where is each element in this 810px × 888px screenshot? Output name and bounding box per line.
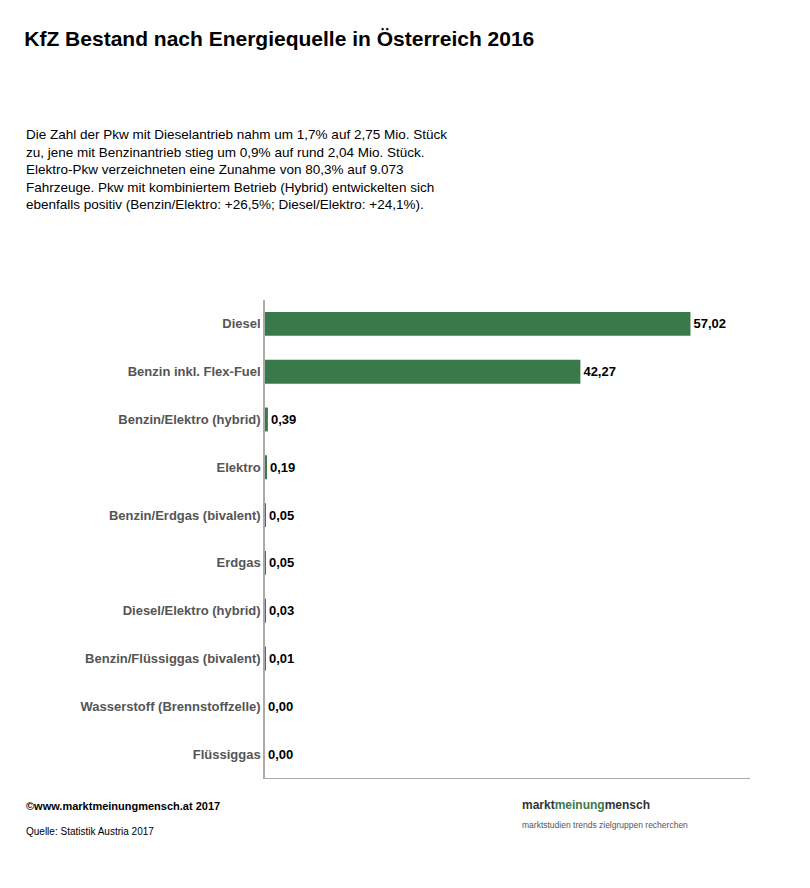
- svg-text:Erdgas: Erdgas: [217, 555, 261, 570]
- svg-text:Quelle: Statistik Austria 2017: Quelle: Statistik Austria 2017: [26, 826, 154, 837]
- svg-text:©www.marktmeinungmensch.at 201: ©www.marktmeinungmensch.at 2017: [26, 800, 220, 812]
- svg-text:0,03: 0,03: [269, 603, 294, 618]
- svg-text:0,05: 0,05: [269, 508, 294, 523]
- svg-text:Diesel/Elektro (hybrid): Diesel/Elektro (hybrid): [123, 603, 261, 618]
- svg-text:0,05: 0,05: [269, 555, 294, 570]
- svg-text:0,39: 0,39: [271, 412, 296, 427]
- svg-text:0,19: 0,19: [270, 460, 295, 475]
- svg-text:0,00: 0,00: [268, 699, 293, 714]
- svg-text:Benzin/Elektro (hybrid): Benzin/Elektro (hybrid): [118, 412, 260, 427]
- svg-text:marktmeinungmensch: marktmeinungmensch: [522, 798, 650, 812]
- svg-text:Diesel: Diesel: [222, 316, 260, 331]
- svg-text:Flüssiggas: Flüssiggas: [193, 747, 261, 762]
- svg-text:0,00: 0,00: [268, 747, 293, 762]
- svg-text:Die Zahl der Pkw mit Dieselant: Die Zahl der Pkw mit Dieselantrieb nahm …: [26, 127, 447, 212]
- svg-text:KfZ Bestand nach Energiequelle: KfZ Bestand nach Energiequelle in Österr…: [24, 27, 534, 50]
- svg-text:Benzin inkl. Flex-Fuel: Benzin inkl. Flex-Fuel: [128, 364, 261, 379]
- svg-text:Elektro: Elektro: [217, 460, 261, 475]
- svg-text:Benzin/Flüssiggas (bivalent): Benzin/Flüssiggas (bivalent): [85, 651, 261, 666]
- svg-text:57,02: 57,02: [693, 316, 726, 331]
- svg-text:0,01: 0,01: [269, 651, 294, 666]
- svg-text:Wasserstoff (Brennstoffzelle): Wasserstoff (Brennstoffzelle): [81, 699, 261, 714]
- svg-text:Benzin/Erdgas (bivalent): Benzin/Erdgas (bivalent): [109, 508, 261, 523]
- svg-text:42,27: 42,27: [583, 364, 616, 379]
- svg-text:marktstudien trends zielgruppe: marktstudien trends zielgruppen recherch…: [522, 820, 688, 830]
